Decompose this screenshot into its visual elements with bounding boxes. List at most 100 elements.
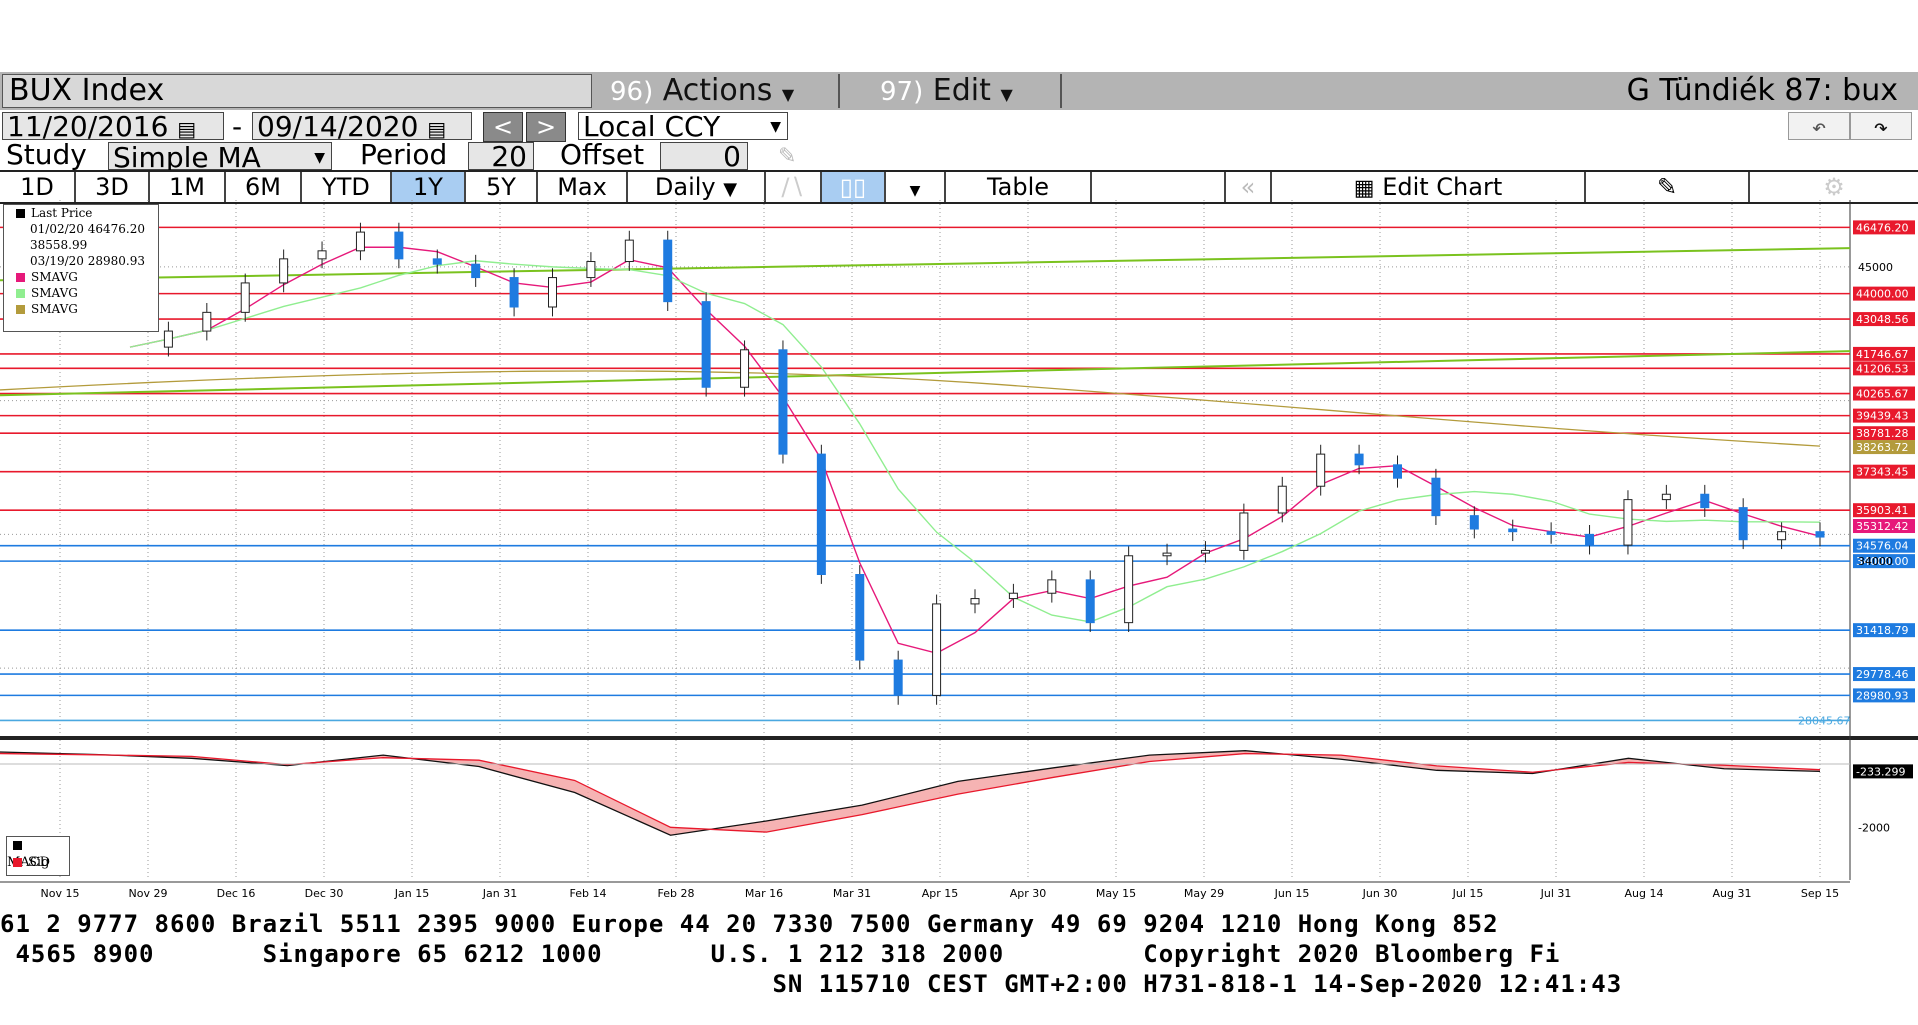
candle-body (701, 301, 711, 388)
range-3d[interactable]: 3D (76, 172, 150, 202)
range-1d[interactable]: 1D (0, 172, 76, 202)
x-tick-label: May 29 (1184, 887, 1224, 900)
period-label: Period (360, 138, 448, 171)
candle-body (1008, 592, 1018, 600)
chevron-down-icon: ▼ (723, 179, 738, 200)
redo-icon[interactable]: ↷ (1850, 112, 1912, 141)
start-date-field[interactable]: 11/20/2016 ▤ (2, 110, 224, 143)
trend-line (0, 247, 1851, 282)
legend-avg-value: 38558.99 (30, 238, 88, 252)
actions-menu[interactable]: 96) Actions ▼ (600, 74, 840, 108)
range-5y[interactable]: 5Y (466, 172, 538, 202)
legend-ma20-label: SMAVG (31, 270, 78, 284)
level-label: 35903.41 (1856, 504, 1909, 517)
period-field[interactable]: 20 (468, 142, 534, 171)
moving-averages (0, 246, 1821, 654)
legend-ma50: SMAVG (4, 285, 158, 301)
x-tick-label: Aug 31 (1713, 887, 1752, 900)
edit-menu[interactable]: 97) Edit ▼ (880, 74, 1062, 108)
candle-body (1623, 499, 1633, 546)
actions-label: Actions (662, 73, 773, 108)
annotate-icon[interactable]: ✎ (1586, 172, 1750, 202)
range-ytd[interactable]: YTD (302, 172, 392, 202)
x-tick-label: Jun 15 (1274, 887, 1310, 900)
ticker-line-3: SN 115710 CEST GMT+2:00 H731-818-1 14-Se… (0, 970, 1623, 998)
security-field[interactable]: BUX Index (2, 74, 592, 108)
x-tick-label: May 15 (1096, 887, 1136, 900)
candle-body (970, 598, 980, 605)
x-tick-label: Feb 28 (658, 887, 695, 900)
macd-last-value: -233.299 (1856, 765, 1905, 778)
chart-type-dropdown[interactable]: ▼ (886, 172, 946, 202)
moving-average-line (129, 246, 1821, 654)
offset-field[interactable]: 0 (660, 142, 748, 171)
gear-icon[interactable]: ⚙ (1823, 173, 1845, 201)
chevron-down-icon: ▼ (1000, 85, 1013, 104)
candle-body (1200, 549, 1210, 554)
legend-sig-label: Sig (28, 855, 50, 870)
candle-body (855, 574, 865, 661)
macd-panel: -2000 -233.299 (0, 750, 1913, 836)
price-axis-labels: 46476.20 44000.00 43048.56 41746.6741206.53… (1798, 220, 1915, 727)
line-chart-icon[interactable]: ∕∖ (766, 172, 822, 202)
candle-body (1469, 515, 1479, 530)
candle-body (1508, 528, 1518, 533)
frequency-select[interactable]: Daily ▼ (628, 172, 766, 202)
legend-ma20: SMAVG (4, 269, 158, 285)
candle-body (1738, 507, 1748, 541)
candle-body (1124, 555, 1134, 624)
level-label-box (1853, 667, 1915, 682)
edit-chart-button[interactable]: ▦ Edit Chart (1272, 172, 1586, 202)
range-1y[interactable]: 1Y (392, 172, 466, 202)
candle-body (432, 258, 442, 265)
candle-body (1393, 464, 1402, 479)
candle-body (202, 311, 212, 332)
candle-body (1661, 493, 1671, 501)
candles (163, 222, 1825, 705)
table-button[interactable]: Table (946, 172, 1092, 202)
chart-legend: Last Price 01/02/20 46476.20 38558.99 03… (3, 204, 159, 332)
currency-select[interactable]: Local CCY ▼ (578, 112, 788, 141)
candle-body (1431, 477, 1441, 517)
level-label-box (1853, 538, 1915, 553)
x-tick-label: Mar 16 (745, 887, 783, 900)
start-date: 11/20/2016 (7, 110, 169, 143)
level-label: 41746.67 (1856, 348, 1909, 361)
legend-ma200: SMAVG (4, 301, 158, 317)
chevron-down-icon: ▼ (781, 85, 795, 104)
pencil-icon[interactable]: ✎ (778, 144, 797, 169)
study-select[interactable]: Simple MA ▼ (108, 142, 332, 173)
candle-body (1277, 485, 1287, 514)
level-label: 46476.20 (1856, 221, 1909, 234)
end-date-field[interactable]: 09/14/2020 ▤ (252, 112, 472, 141)
level-label: 34000.00 (1856, 555, 1909, 568)
level-label: 38781.28 (1856, 427, 1909, 440)
range-1m[interactable]: 1M (150, 172, 226, 202)
candle-body (663, 239, 673, 303)
x-tick-label: Jan 31 (482, 887, 517, 900)
calendar-icon[interactable]: ▤ (427, 117, 447, 141)
level-label: 41206.53 (1856, 362, 1909, 375)
chevron-down-icon: ▼ (314, 150, 325, 166)
candle-chart-icon[interactable]: ▯▯ (822, 172, 886, 202)
x-tick-label: Apr 30 (1010, 887, 1047, 900)
x-tick-label: Jul 31 (1540, 887, 1572, 900)
next-button[interactable]: > (526, 112, 566, 142)
range-max[interactable]: Max (538, 172, 628, 202)
range-6m[interactable]: 6M (226, 172, 302, 202)
level-label-box (1853, 426, 1915, 441)
offset-label: Offset (560, 138, 645, 171)
calendar-icon[interactable]: ▤ (177, 117, 197, 141)
collapse-icon[interactable]: « (1226, 172, 1272, 202)
legend-last-price: Last Price (4, 205, 158, 221)
chart-grid (0, 200, 1918, 880)
undo-icon[interactable]: ↶ (1788, 112, 1850, 141)
level-label-box (1853, 361, 1915, 376)
prev-button[interactable]: < (483, 112, 523, 142)
candle-body (1085, 579, 1095, 624)
legend-ma200-label: SMAVG (31, 302, 78, 316)
level-label-box (1853, 554, 1915, 569)
price-levels (0, 226, 1850, 722)
candle-body (1777, 531, 1787, 541)
level-label: 29778.46 (1856, 668, 1909, 681)
